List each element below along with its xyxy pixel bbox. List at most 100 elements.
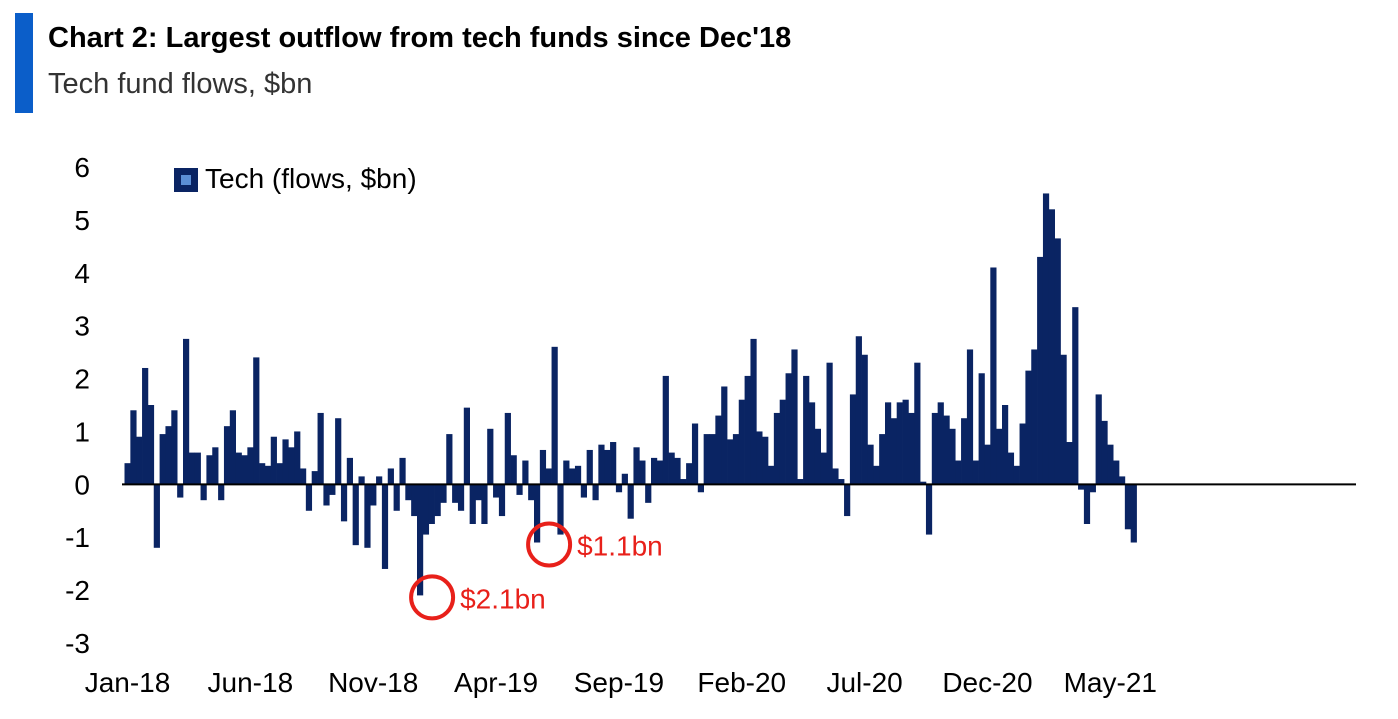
bar	[750, 338, 757, 485]
bar	[282, 439, 289, 485]
bar	[235, 452, 242, 485]
y-tick-label: 6	[74, 152, 90, 183]
bar	[826, 362, 833, 485]
bar	[545, 468, 552, 485]
bar	[738, 399, 745, 485]
bar	[580, 484, 587, 498]
bar	[171, 410, 178, 485]
bar	[697, 484, 704, 493]
x-tick-label: Dec-20	[942, 667, 1032, 698]
bar	[188, 452, 196, 485]
bar	[680, 479, 687, 485]
bar	[294, 431, 301, 485]
bar	[487, 428, 494, 485]
bar	[639, 460, 646, 485]
bar	[481, 484, 488, 524]
bar	[399, 457, 406, 485]
bar	[574, 465, 582, 485]
title-accent-bar	[15, 13, 33, 113]
bar	[1019, 423, 1026, 485]
bar	[551, 346, 558, 485]
bar	[241, 455, 248, 485]
bar	[1060, 354, 1067, 485]
bar	[1072, 307, 1079, 485]
bar	[598, 444, 605, 485]
x-tick-label: Jun-18	[208, 667, 294, 698]
bar	[469, 484, 476, 524]
bar	[686, 463, 693, 485]
x-tick-label: Jul-20	[826, 667, 902, 698]
bar	[808, 402, 816, 485]
bar	[440, 484, 447, 503]
bar	[223, 426, 231, 485]
bar	[493, 484, 500, 498]
bar	[715, 415, 722, 485]
bar	[691, 423, 699, 485]
bar	[797, 479, 804, 485]
bar	[885, 402, 892, 485]
bar	[832, 468, 839, 485]
x-tick-label: Feb-20	[697, 667, 786, 698]
bar	[855, 336, 862, 485]
bar	[259, 463, 266, 485]
bar	[364, 484, 371, 548]
bar	[428, 484, 435, 524]
bar	[1113, 460, 1120, 485]
bar	[1031, 349, 1038, 485]
bar	[463, 407, 470, 485]
x-tick-label: Apr-19	[454, 667, 538, 698]
bar	[756, 431, 763, 485]
bar	[943, 415, 950, 485]
bar	[925, 484, 933, 535]
y-tick-label: -3	[65, 628, 90, 659]
bar	[200, 484, 207, 501]
bar	[674, 457, 681, 485]
bar	[194, 452, 201, 485]
bar	[264, 465, 272, 485]
annotations: $2.1bn $1.1bn	[409, 521, 663, 621]
bar	[340, 484, 348, 522]
bar	[352, 484, 359, 546]
bar	[955, 460, 962, 485]
bar	[873, 465, 880, 485]
bar	[124, 463, 131, 485]
bar	[405, 484, 412, 501]
bar	[931, 412, 938, 485]
bar	[966, 349, 974, 485]
bar	[744, 375, 751, 485]
bar	[1037, 256, 1044, 485]
bar	[346, 457, 353, 485]
bar	[563, 460, 570, 485]
bar	[136, 436, 143, 485]
bar	[142, 367, 149, 485]
bar	[1107, 444, 1114, 485]
bar	[305, 484, 313, 511]
chart-title: Chart 2: Largest outflow from tech funds…	[48, 22, 792, 54]
bar	[1089, 484, 1096, 493]
bar	[498, 484, 506, 517]
bar	[879, 434, 886, 485]
bar	[510, 455, 517, 485]
bar	[446, 434, 453, 485]
bar	[996, 428, 1003, 485]
bar	[557, 484, 564, 535]
y-axis: 6 5 4 3 2 1 0 -1 -2 -3	[65, 152, 90, 659]
bar	[1002, 405, 1009, 485]
x-axis: Jan-18 Jun-18 Nov-18 Apr-19 Sep-19 Feb-20 Jul-…	[85, 667, 1157, 698]
bar	[434, 484, 441, 517]
bar	[159, 434, 166, 485]
bar	[1048, 209, 1055, 485]
bar-series	[124, 193, 1137, 596]
bar	[229, 410, 236, 485]
bar	[358, 476, 365, 485]
bar	[1025, 370, 1032, 485]
bar	[610, 442, 617, 485]
bar	[978, 373, 985, 485]
bar	[762, 436, 769, 485]
bar	[1083, 484, 1091, 524]
bar	[528, 484, 535, 501]
bar	[662, 375, 669, 485]
bar	[586, 449, 593, 485]
bar	[153, 484, 160, 548]
y-tick-label: 0	[74, 469, 90, 500]
